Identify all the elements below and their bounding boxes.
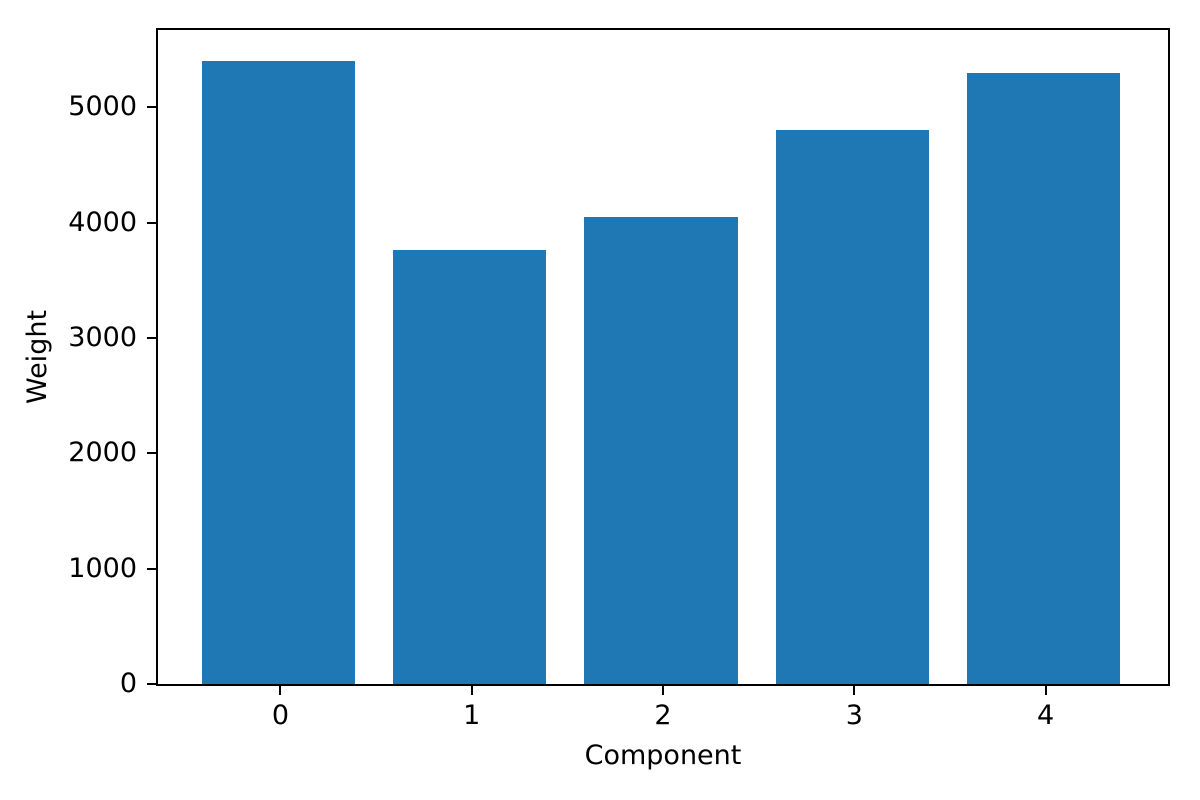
x-tick-label: 3 (845, 700, 863, 731)
x-tick-mark (662, 686, 664, 695)
x-tick-label: 4 (1036, 700, 1055, 731)
x-tick-mark (470, 686, 473, 695)
y-tick-mark (147, 106, 156, 109)
x-tick-mark (853, 686, 856, 695)
x-tick-label: 1 (463, 700, 481, 731)
y-tick-mark (147, 452, 156, 455)
x-axis-label: Component (584, 740, 742, 771)
plot-area (156, 28, 1170, 686)
y-tick-mark (147, 567, 156, 570)
y-tick-label: 5000 (68, 91, 137, 123)
bar-component-0 (201, 61, 355, 684)
y-tick-label: 3000 (68, 321, 137, 353)
y-tick-label: 1000 (68, 552, 137, 584)
x-tick-mark (279, 686, 282, 695)
bar-component-4 (967, 73, 1121, 684)
bar-component-1 (393, 249, 547, 684)
x-tick-label: 2 (654, 700, 672, 731)
x-tick-mark (1044, 686, 1047, 695)
y-tick-mark (147, 221, 156, 224)
y-tick-mark (147, 683, 156, 685)
bar-component-3 (775, 129, 929, 684)
y-tick-label: 4000 (68, 206, 137, 238)
x-tick-label: 0 (271, 700, 290, 731)
y-tick-mark (147, 336, 156, 339)
y-tick-label: 0 (119, 668, 137, 699)
y-tick-label: 2000 (68, 437, 137, 469)
bar-component-2 (584, 216, 738, 684)
